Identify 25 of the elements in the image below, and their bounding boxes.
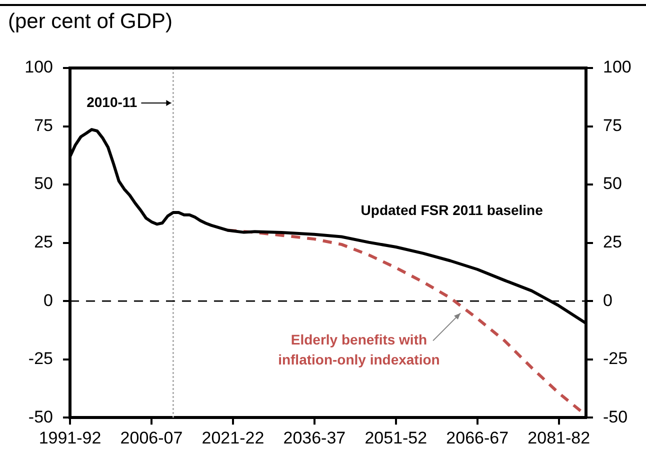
- y2-tick-label: 50: [603, 174, 622, 194]
- x-tick-label: 2006-07: [120, 428, 183, 448]
- y2-tick-label: -50: [603, 407, 628, 426]
- y2-tick-label: -25: [603, 349, 628, 368]
- y-tick-label: 25: [34, 232, 53, 252]
- y-tick-label: -50: [28, 407, 53, 426]
- text: Elderly benefits with inflation-only indexation: [278, 332, 440, 368]
- x-tick-label: 1991-92: [38, 428, 102, 448]
- y2-tick-label: 25: [603, 232, 622, 252]
- x-tick-label: 2081-82: [528, 428, 590, 448]
- x-tick-label: 2066-67: [446, 428, 509, 448]
- y-axis-title: (per cent of GDP): [8, 10, 173, 34]
- x-tick-label: 2051-52: [364, 428, 428, 448]
- y2-tick-label: 75: [603, 116, 622, 135]
- y2-tick-label: 0: [603, 290, 612, 310]
- y-tick-label: -25: [28, 349, 53, 368]
- x-tick-label: 2021-22: [202, 428, 264, 448]
- y-tick-label: 100: [24, 58, 53, 77]
- y-tick-label: 75: [34, 116, 53, 135]
- y-tick-label: 0: [44, 290, 53, 310]
- y2-tick-label: 100: [603, 58, 632, 77]
- y-tick-label: 50: [34, 174, 53, 194]
- x-tick-label: 2036-37: [283, 428, 346, 448]
- text: 2010-11: [86, 94, 138, 110]
- series-label: Updated FSR 2011 baseline: [360, 202, 544, 218]
